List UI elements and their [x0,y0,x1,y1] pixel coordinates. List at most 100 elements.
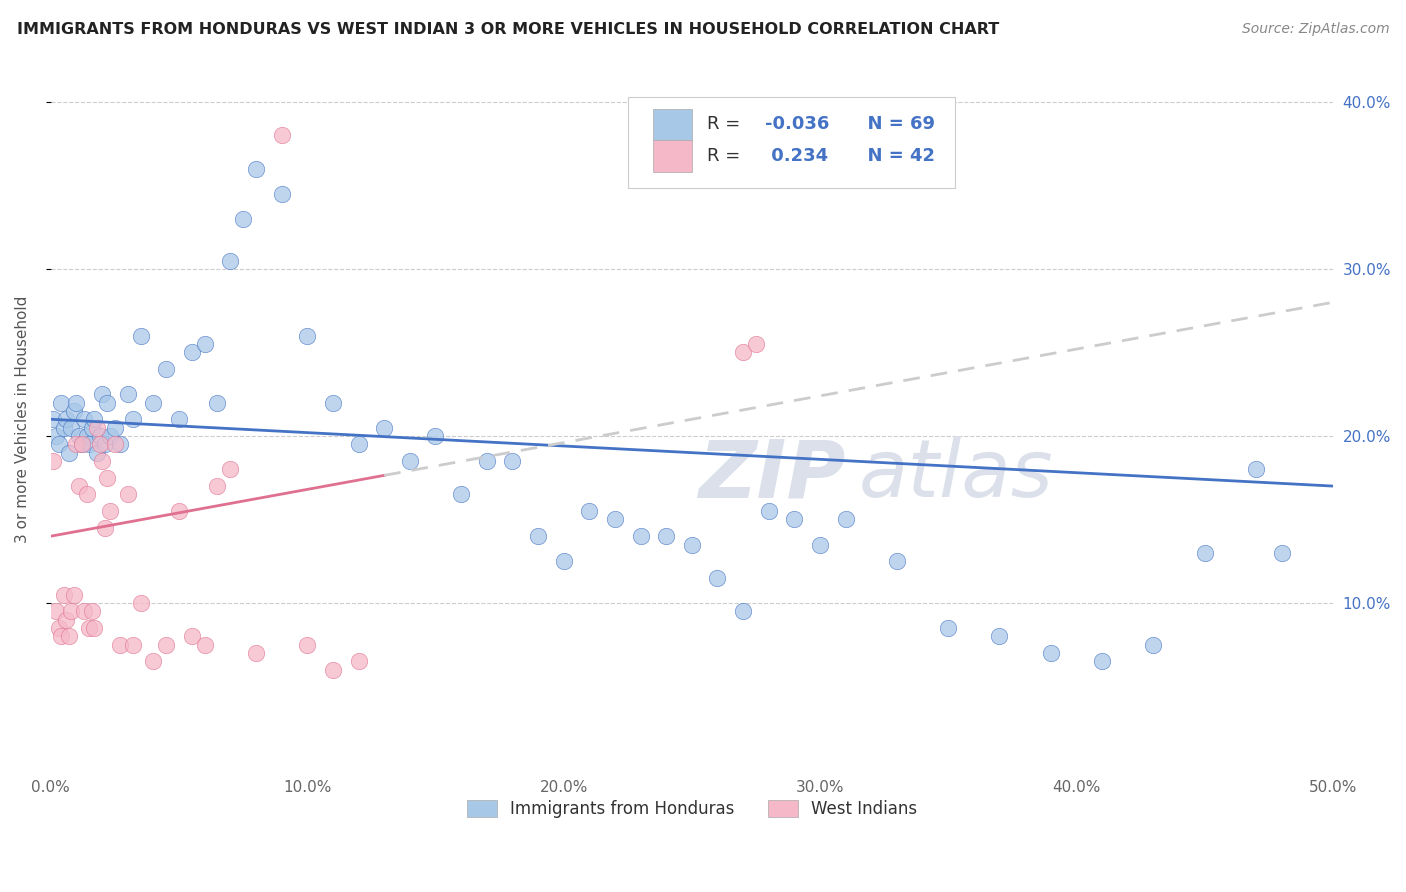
Point [1142,638,1164,652]
Point [79,437,101,451]
Text: -0.036: -0.036 [765,115,830,133]
Point [758,504,780,518]
Text: IMMIGRANTS FROM HONDURAS VS WEST INDIAN 3 OR MORE VEHICLES IN HOUSEHOLD CORRELAT: IMMIGRANTS FROM HONDURAS VS WEST INDIAN … [17,22,1000,37]
Point [603,512,626,526]
Point [142,655,165,669]
Point [578,504,600,518]
Point [55,412,77,426]
Text: 0.234: 0.234 [765,147,828,165]
Point [122,638,145,652]
Text: N = 69: N = 69 [855,115,935,133]
Point [49,629,72,643]
Point [373,420,395,434]
Point [347,655,370,669]
Point [49,395,72,409]
Point [45,604,67,618]
Point [73,604,96,618]
Point [553,554,575,568]
Point [1091,655,1114,669]
Point [104,420,127,434]
Point [245,161,267,176]
Point [1194,546,1216,560]
Point [76,487,98,501]
Point [91,387,114,401]
Point [988,629,1011,643]
Point [450,487,472,501]
Point [91,454,114,468]
Point [322,395,344,409]
Point [58,445,80,459]
Point [63,404,86,418]
Point [681,537,703,551]
Point [630,529,652,543]
Text: R =: R = [707,115,747,133]
Point [527,529,550,543]
Point [70,437,93,451]
Point [96,471,118,485]
Point [207,479,229,493]
Point [219,462,242,476]
Point [117,487,139,501]
Point [60,604,83,618]
Point [93,437,115,451]
Point [45,429,67,443]
Point [1039,646,1062,660]
Point [232,211,254,226]
FancyBboxPatch shape [654,140,692,171]
Point [475,454,498,468]
Point [655,529,678,543]
Point [89,437,111,451]
Point [79,621,101,635]
Point [745,337,768,351]
Text: ZIP: ZIP [699,436,845,515]
Point [129,596,152,610]
Point [297,328,319,343]
Point [155,362,177,376]
FancyBboxPatch shape [627,96,955,188]
Point [1270,546,1292,560]
Point [108,638,131,652]
Point [117,387,139,401]
Point [129,328,152,343]
Point [270,186,292,201]
Text: Source: ZipAtlas.com: Source: ZipAtlas.com [1241,22,1389,37]
Point [834,512,856,526]
Point [89,429,111,443]
Point [63,588,86,602]
Point [83,412,105,426]
Point [425,429,447,443]
Point [83,621,105,635]
Point [936,621,959,635]
Point [270,128,292,143]
Point [122,412,145,426]
Point [733,604,755,618]
Point [80,420,103,434]
Point [180,629,202,643]
Point [80,604,103,618]
Text: atlas: atlas [859,436,1053,515]
Point [98,504,121,518]
Point [67,479,90,493]
Point [194,337,217,351]
Point [65,395,87,409]
Point [155,638,177,652]
Point [398,454,420,468]
Point [501,454,523,468]
Point [219,253,242,268]
Text: N = 42: N = 42 [855,147,935,165]
Point [86,420,108,434]
Point [180,345,202,359]
Text: R =: R = [707,147,747,165]
Point [142,395,165,409]
Point [55,613,77,627]
Point [194,638,217,652]
Point [42,454,65,468]
Point [104,437,127,451]
Point [808,537,831,551]
Point [98,429,121,443]
Point [52,420,75,434]
Point [48,621,70,635]
Point [60,420,83,434]
Point [58,629,80,643]
Point [245,646,267,660]
